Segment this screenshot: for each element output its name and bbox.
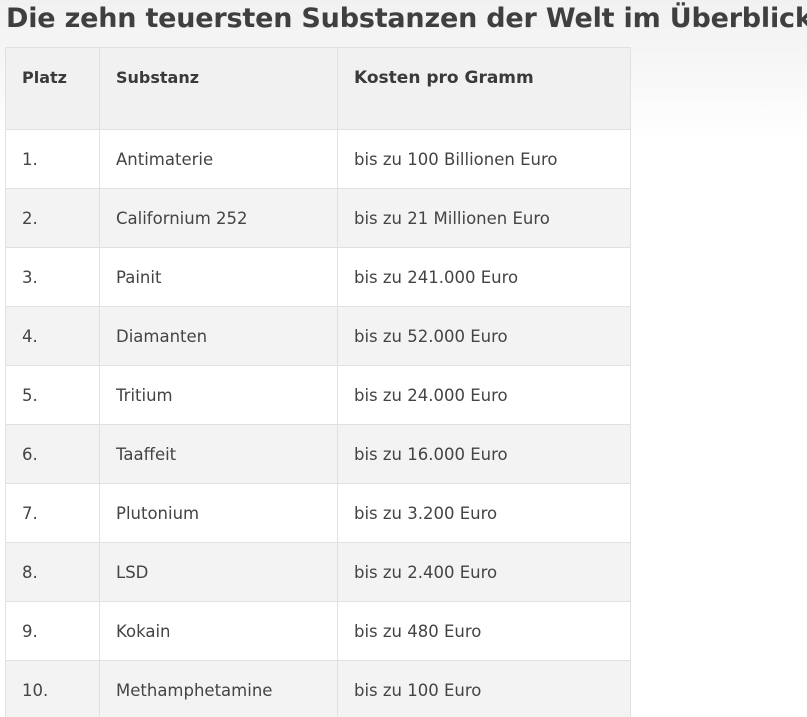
cell-substance: Diamanten	[99, 306, 338, 366]
cell-rank: 5.	[5, 365, 100, 425]
cell-cost: bis zu 3.200 Euro	[337, 483, 631, 543]
cell-rank: 1.	[5, 129, 100, 189]
cell-substance: Kokain	[99, 601, 338, 661]
page-title: Die zehn teuersten Substanzen der Welt i…	[6, 3, 807, 34]
cell-rank: 10.	[5, 660, 100, 717]
header-rank: Platz	[5, 47, 100, 130]
cell-cost: bis zu 21 Millionen Euro	[337, 188, 631, 248]
table-row: 9. Kokain bis zu 480 Euro	[5, 601, 631, 661]
table-row: 8. LSD bis zu 2.400 Euro	[5, 542, 631, 602]
table-row: 10. Methamphetamine bis zu 100 Euro	[5, 660, 631, 717]
substances-table: Platz Substanz Kosten pro Gramm 1. Antim…	[5, 47, 631, 717]
cell-substance: Antimaterie	[99, 129, 338, 189]
table-row: 1. Antimaterie bis zu 100 Billionen Euro	[5, 129, 631, 189]
table-row: 2. Californium 252 bis zu 21 Millionen E…	[5, 188, 631, 248]
table-row: 5. Tritium bis zu 24.000 Euro	[5, 365, 631, 425]
cell-rank: 3.	[5, 247, 100, 307]
cell-substance: Tritium	[99, 365, 338, 425]
header-row: Platz Substanz Kosten pro Gramm	[5, 47, 631, 130]
table-body: 1. Antimaterie bis zu 100 Billionen Euro…	[5, 129, 631, 717]
table-row: 3. Painit bis zu 241.000 Euro	[5, 247, 631, 307]
header-cost: Kosten pro Gramm	[337, 47, 631, 130]
cell-rank: 7.	[5, 483, 100, 543]
cell-rank: 6.	[5, 424, 100, 484]
cell-cost: bis zu 16.000 Euro	[337, 424, 631, 484]
cell-substance: LSD	[99, 542, 338, 602]
cell-cost: bis zu 480 Euro	[337, 601, 631, 661]
cell-cost: bis zu 241.000 Euro	[337, 247, 631, 307]
cell-substance: Taaffeit	[99, 424, 338, 484]
cell-cost: bis zu 100 Billionen Euro	[337, 129, 631, 189]
cell-rank: 2.	[5, 188, 100, 248]
table-header: Platz Substanz Kosten pro Gramm	[5, 47, 631, 130]
cell-cost: bis zu 24.000 Euro	[337, 365, 631, 425]
cell-cost: bis zu 52.000 Euro	[337, 306, 631, 366]
header-substance: Substanz	[99, 47, 338, 130]
table-row: 7. Plutonium bis zu 3.200 Euro	[5, 483, 631, 543]
cell-cost: bis zu 100 Euro	[337, 660, 631, 717]
table-row: 6. Taaffeit bis zu 16.000 Euro	[5, 424, 631, 484]
cell-rank: 9.	[5, 601, 100, 661]
cell-cost: bis zu 2.400 Euro	[337, 542, 631, 602]
cell-substance: Californium 252	[99, 188, 338, 248]
table-row: 4. Diamanten bis zu 52.000 Euro	[5, 306, 631, 366]
cell-substance: Painit	[99, 247, 338, 307]
cell-substance: Methamphetamine	[99, 660, 338, 717]
cell-substance: Plutonium	[99, 483, 338, 543]
cell-rank: 4.	[5, 306, 100, 366]
cell-rank: 8.	[5, 542, 100, 602]
